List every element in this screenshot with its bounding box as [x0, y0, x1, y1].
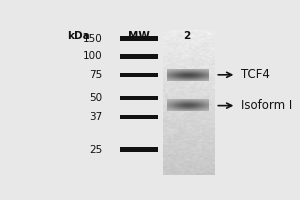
Text: MW: MW [128, 31, 150, 41]
Text: 37: 37 [89, 112, 103, 122]
Text: TCF4: TCF4 [241, 68, 270, 81]
Bar [120, 54, 158, 59]
Bar [120, 73, 158, 77]
Text: 150: 150 [83, 34, 103, 44]
Bar [120, 115, 158, 119]
Text: 75: 75 [89, 70, 103, 80]
Bar [120, 147, 158, 152]
Bar [120, 96, 158, 100]
Text: 25: 25 [89, 145, 103, 155]
Bar [120, 36, 158, 41]
Text: kDa: kDa [67, 31, 90, 41]
Text: 2: 2 [183, 31, 190, 41]
Text: 100: 100 [83, 51, 103, 61]
Text: Isoform I: Isoform I [241, 99, 292, 112]
Text: 50: 50 [89, 93, 103, 103]
